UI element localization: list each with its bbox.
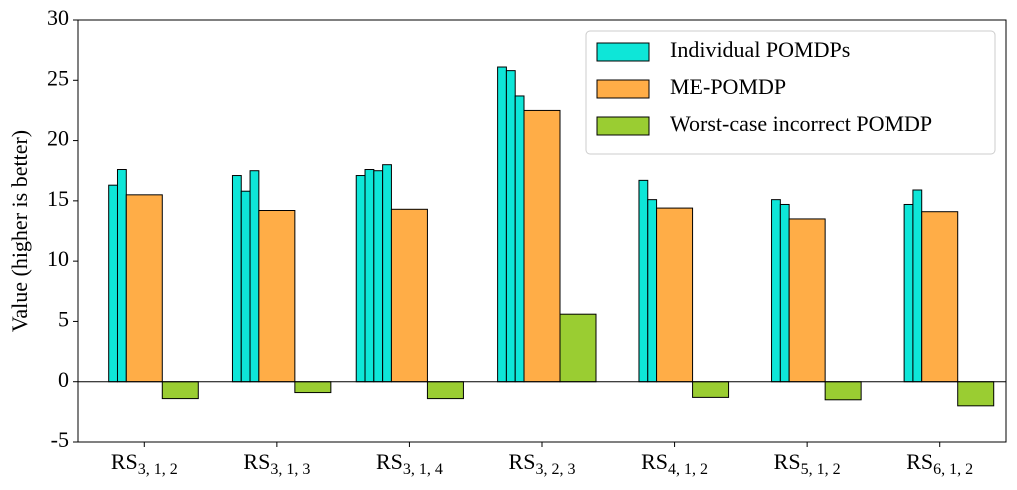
bar — [364, 169, 375, 383]
bar — [249, 170, 260, 383]
y-tick-label: 10 — [47, 246, 69, 271]
bar — [656, 207, 694, 383]
legend-box — [585, 30, 996, 155]
bar — [161, 381, 199, 400]
bar — [258, 210, 296, 383]
bar — [771, 199, 781, 383]
legend-swatch — [596, 79, 650, 99]
y-tick-label: 15 — [47, 186, 69, 211]
bar — [116, 169, 127, 383]
bar — [957, 381, 995, 407]
bar — [638, 179, 649, 383]
bar — [231, 175, 242, 383]
y-axis-label: Value (higher is better) — [7, 130, 32, 332]
x-tick-label: RS5, 1, 2 — [774, 449, 841, 478]
x-tick-label: RS6, 1, 2 — [906, 449, 973, 478]
bar — [240, 190, 251, 383]
bar — [921, 211, 959, 383]
x-tick-label: RS3, 2, 3 — [509, 449, 576, 478]
bar — [824, 381, 862, 401]
y-tick-label: 25 — [47, 65, 69, 90]
x-tick-label: RS4, 1, 2 — [641, 449, 708, 478]
bar — [559, 313, 597, 383]
y-tick-label: 20 — [47, 126, 69, 151]
y-tick-label: 0 — [58, 367, 69, 392]
bar — [125, 194, 163, 383]
legend-swatch — [596, 116, 650, 136]
bar — [355, 175, 366, 383]
bar — [912, 189, 923, 383]
bar — [373, 170, 384, 383]
x-tick-label: RS3, 1, 3 — [243, 449, 310, 478]
bar — [108, 184, 118, 383]
bar — [692, 381, 730, 398]
bar — [497, 66, 507, 383]
legend-label: Individual POMDPs — [670, 37, 850, 62]
legend-label: ME-POMDP — [670, 74, 786, 99]
x-tick-label: RS3, 1, 4 — [376, 449, 443, 478]
bar — [903, 203, 914, 383]
plot-frame — [77, 19, 1007, 443]
legend-swatch — [596, 42, 650, 62]
bar — [426, 381, 464, 400]
y-tick-label: -5 — [51, 427, 69, 452]
y-tick-label: 5 — [58, 306, 69, 331]
bar — [294, 381, 332, 394]
bar — [390, 208, 428, 383]
bar — [382, 164, 392, 383]
y-tick-label: 30 — [47, 5, 69, 30]
legend-label: Worst-case incorrect POMDP — [670, 111, 932, 136]
x-tick-label: RS3, 1, 2 — [111, 449, 178, 478]
bar — [514, 95, 525, 383]
bar — [779, 203, 790, 383]
bar — [788, 218, 826, 383]
bar — [505, 70, 516, 383]
bar — [647, 199, 658, 383]
bar — [523, 109, 561, 383]
